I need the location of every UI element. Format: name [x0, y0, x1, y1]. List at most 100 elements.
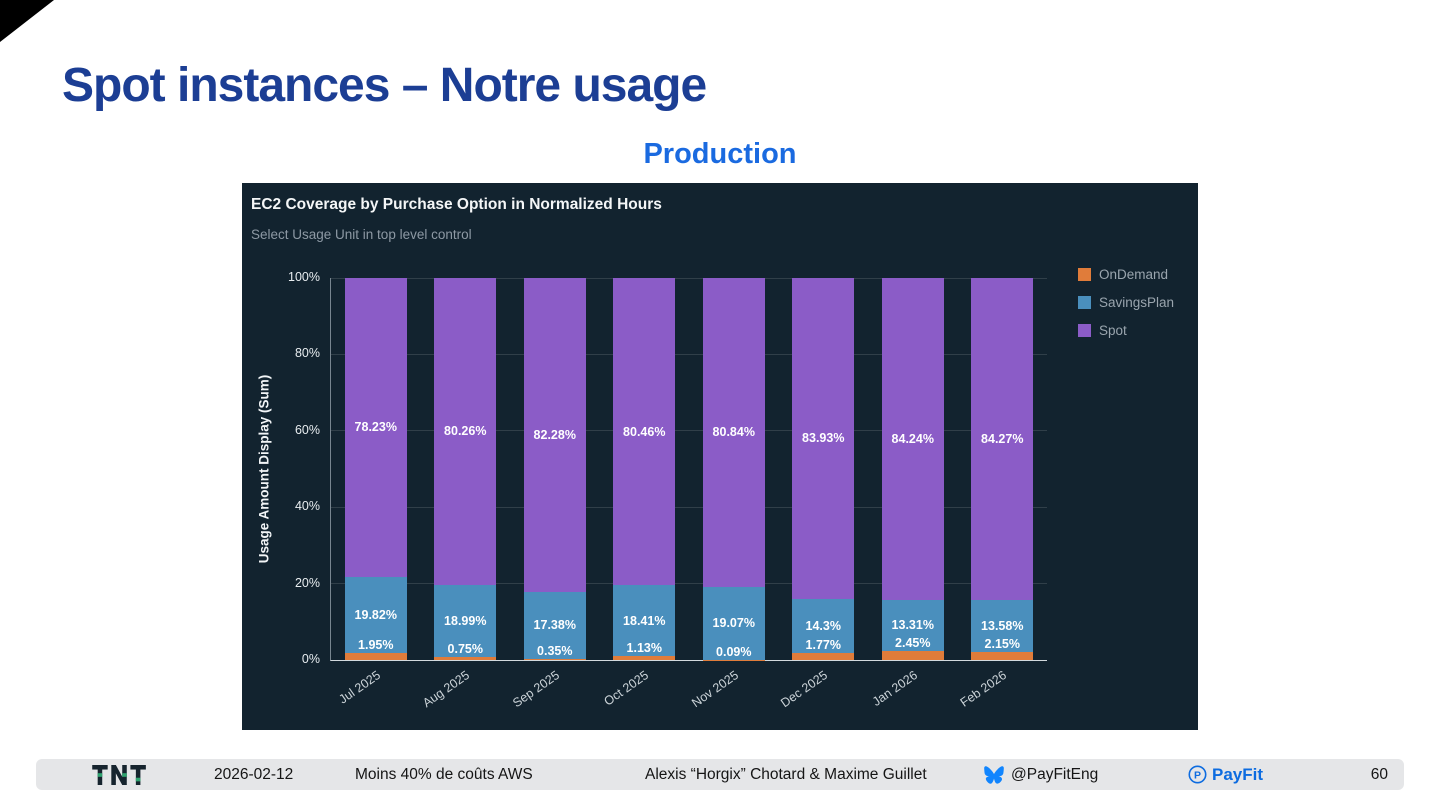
bar-dec-2025: 1.77% 14.3% 83.93%: [792, 278, 855, 660]
footer-brand: P PayFit: [1188, 759, 1263, 790]
x-tick-label: Sep 2025: [509, 668, 562, 711]
x-tick-label: Aug 2025: [420, 668, 473, 711]
segment-savingsplan: 13.58%: [971, 599, 1034, 652]
segment-savingsplan: 19.07%: [702, 586, 765, 660]
bar-sep-2025: 0.35% 17.38% 82.28%: [523, 277, 586, 660]
legend-item-ondemand: OnDemand: [1078, 267, 1174, 282]
segment-savingsplan: 13.31%: [881, 599, 944, 651]
segment-savingsplan: 19.82%: [344, 576, 407, 653]
segment-spot: 84.24%: [881, 278, 944, 600]
footer-social: @PayFitEng: [984, 759, 1098, 790]
segment-spot: 82.28%: [523, 277, 586, 593]
chart-title: EC2 Coverage by Purchase Option in Norma…: [251, 196, 662, 213]
segment-label: 13.58%: [981, 618, 1024, 633]
y-tick-label: 40%: [294, 499, 320, 514]
segment-label: 80.84%: [712, 425, 755, 440]
segment-label: 82.28%: [533, 428, 576, 443]
gridline: [331, 583, 1047, 585]
segment-ondemand: 1.95%: [344, 638, 407, 660]
x-tick-label: Feb 2026: [957, 668, 1010, 710]
segment-ondemand: 1.77%: [792, 638, 855, 660]
segment-savingsplan: 17.38%: [523, 592, 586, 659]
y-tick-label: 20%: [294, 575, 320, 590]
legend-item-savingsplan: SavingsPlan: [1078, 295, 1174, 310]
brand-name: PayFit: [1212, 764, 1264, 784]
bar-jan-2026: 2.45% 13.31% 84.24%: [881, 278, 944, 660]
bar-jul-2025: 1.95% 19.82% 78.23%: [344, 278, 407, 660]
slide-subtitle: Production: [643, 138, 797, 170]
legend-swatch-savingsplan: [1078, 296, 1091, 309]
segment-label: 1.13%: [626, 640, 662, 655]
segment-label: 1.95%: [358, 637, 394, 652]
segment-label: 0.09%: [716, 644, 752, 659]
y-tick-label: 0%: [301, 652, 320, 666]
x-tick-label: Jan 2026: [869, 668, 920, 709]
segment-savingsplan: 18.41%: [613, 585, 676, 656]
segment-label: 19.82%: [354, 607, 397, 622]
segment-ondemand: 1.13%: [613, 641, 676, 660]
segment-label: 2.15%: [984, 636, 1020, 651]
segment-ondemand: 0.35%: [523, 644, 586, 660]
gridline: [331, 430, 1047, 432]
segment-spot: 80.46%: [613, 278, 676, 586]
segment-spot: 78.23%: [344, 278, 407, 577]
x-tick-label: Dec 2025: [778, 668, 831, 711]
legend-item-spot: Spot: [1078, 323, 1174, 338]
segment-savingsplan: 14.3%: [792, 598, 855, 654]
segment-label: 17.38%: [533, 618, 576, 633]
segment-label: 18.41%: [623, 613, 666, 628]
corner-decoration: [0, 0, 54, 42]
svg-text:P: P: [1194, 769, 1201, 781]
segment-label: 83.93%: [802, 431, 845, 446]
segment-spot: 80.84%: [702, 278, 765, 587]
legend-swatch-ondemand: [1078, 268, 1091, 281]
legend-swatch-spot: [1078, 324, 1091, 337]
legend-label: OnDemand: [1099, 267, 1169, 282]
segment-label: 1.77%: [805, 638, 841, 653]
y-axis-title: Usage Amount Display (Sum): [256, 374, 272, 564]
legend-label: Spot: [1099, 323, 1127, 338]
footer-authors: Alexis “Horgix” Chotard & Maxime Guillet: [645, 765, 927, 783]
chart-panel: EC2 Coverage by Purchase Option in Norma…: [242, 183, 1198, 730]
segment-label: 0.35%: [537, 643, 573, 658]
footer-talk-title: Moins 40% de coûts AWS: [355, 765, 533, 783]
bluesky-icon: [984, 765, 1004, 784]
segment-label: 2.45%: [895, 635, 931, 650]
x-tick-label: Jul 2025: [336, 668, 383, 707]
segment-savingsplan: 18.99%: [434, 584, 497, 658]
y-tick-label: 100%: [288, 270, 320, 284]
segment-label: 78.23%: [354, 420, 397, 435]
segment-label: 80.46%: [623, 424, 666, 439]
segment-label: 19.07%: [712, 616, 755, 631]
segment-label: 13.31%: [891, 618, 934, 633]
segment-ondemand: 2.45%: [881, 636, 944, 660]
legend-label: SavingsPlan: [1099, 295, 1175, 310]
segment-label: 14.3%: [805, 618, 841, 633]
segment-label: 84.27%: [981, 431, 1024, 446]
plot-area: 1.95% 19.82% 78.23% 0.75% 18.99% 80.26% 0.35% 1…: [330, 277, 1047, 661]
x-tick-label: Nov 2025: [688, 668, 741, 711]
gridline: [331, 353, 1047, 355]
social-handle: @PayFitEng: [1011, 765, 1099, 783]
page-number: 60: [1370, 765, 1388, 783]
footer-date: 2026-02-12: [214, 765, 294, 783]
event-logo: [92, 759, 147, 790]
bar-feb-2026: 2.15% 13.58% 84.27%: [971, 278, 1034, 660]
y-tick-label: 80%: [294, 346, 320, 361]
bar-aug-2025: 0.75% 18.99% 80.26%: [434, 278, 497, 660]
chart-subtitle: Select Usage Unit in top level control: [251, 227, 472, 242]
tnt-logo-icon: [92, 764, 146, 785]
gridline: [331, 277, 1047, 279]
legend: OnDemand SavingsPlan Spot: [1078, 267, 1174, 351]
segment-spot: 84.27%: [971, 278, 1034, 600]
y-tick-label: 60%: [294, 422, 320, 437]
segment-label: 80.26%: [444, 424, 487, 439]
slide-title: Spot instances – Notre usage: [62, 59, 707, 112]
x-tick-label: Oct 2025: [601, 668, 652, 709]
bar-nov-2025: 0.09% 19.07% 80.84%: [702, 278, 765, 660]
gridline: [331, 506, 1047, 508]
footer-bar: 2026-02-12 Moins 40% de coûts AWS Alexis…: [36, 759, 1404, 790]
segment-spot: 80.26%: [434, 278, 497, 585]
bar-oct-2025: 1.13% 18.41% 80.46%: [613, 278, 676, 660]
